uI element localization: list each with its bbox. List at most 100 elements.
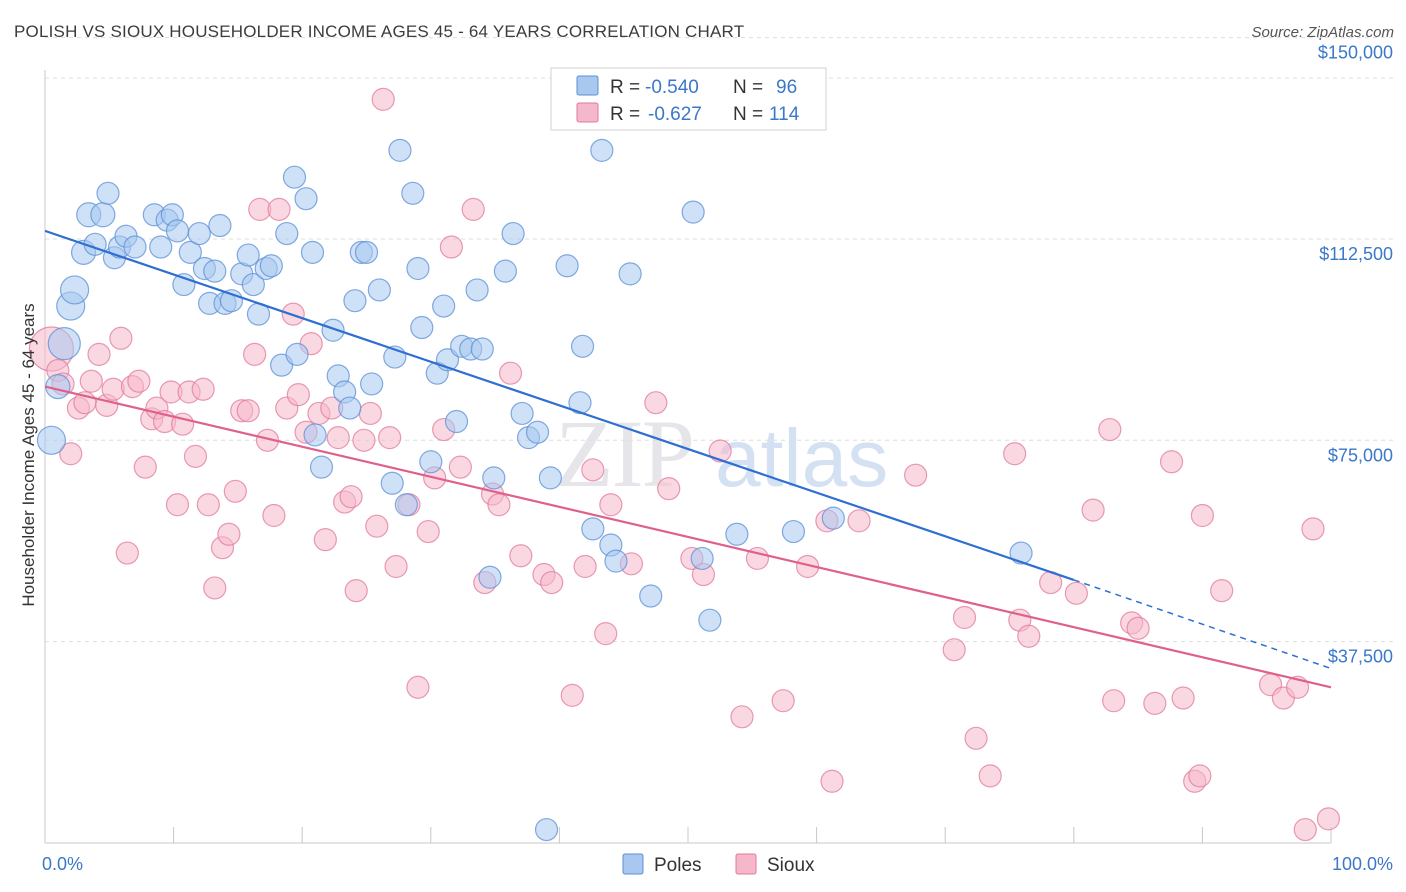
poles-trend-line xyxy=(44,229,1075,581)
poles-point-0 xyxy=(36,425,67,455)
legend-bottom-sioux-swatch xyxy=(735,853,757,875)
poles-point-78 xyxy=(570,334,595,358)
sioux-point-94 xyxy=(1017,624,1041,648)
poles-point-54 xyxy=(394,493,418,517)
sioux-point-65 xyxy=(498,361,523,385)
poles-point-51 xyxy=(380,471,404,495)
poles-point-73 xyxy=(525,420,550,444)
sioux-point-35 xyxy=(267,197,291,222)
sioux-point-6 xyxy=(79,369,103,393)
sioux-point-50 xyxy=(365,514,389,538)
poles-point-89 xyxy=(781,519,806,544)
sioux-point-98 xyxy=(1098,417,1122,442)
sioux-point-101 xyxy=(1126,616,1150,640)
sioux-point-7 xyxy=(87,342,111,366)
sioux-point-80 xyxy=(730,705,754,729)
sioux-point-102 xyxy=(1143,691,1167,715)
sioux-point-75 xyxy=(644,391,668,415)
axes xyxy=(44,70,1332,844)
poles-point-35 xyxy=(275,221,299,246)
sioux-point-46 xyxy=(339,485,363,509)
sioux-point-55 xyxy=(406,675,430,699)
poles-point-60 xyxy=(432,294,456,318)
sioux-point-61 xyxy=(461,197,485,222)
sioux-point-69 xyxy=(560,683,584,707)
sioux-point-38 xyxy=(286,383,310,407)
sioux-point-30 xyxy=(236,399,260,423)
sioux-point-90 xyxy=(964,726,988,750)
poles-point-37 xyxy=(285,342,309,366)
sioux-point-53 xyxy=(384,554,408,579)
sioux-point-112 xyxy=(1293,817,1317,842)
poles-point-48 xyxy=(354,240,379,264)
trend-lines xyxy=(44,229,1332,689)
y-tick-label-0: $37,500 xyxy=(1328,647,1393,667)
poles-point-69 xyxy=(493,259,517,283)
legend-bottom-sioux-label: Sioux xyxy=(767,855,815,876)
sioux-point-108 xyxy=(1210,579,1234,603)
poles-point-25 xyxy=(208,213,232,238)
legend-top: R = -0.540 N = 96 R = -0.627 N = 114 xyxy=(550,67,827,131)
chart-title: POLISH VS SIOUX HOUSEHOLDER INCOME AGES … xyxy=(14,22,745,41)
sioux-point-89 xyxy=(952,605,977,630)
sioux-point-34 xyxy=(262,503,286,528)
sioux-point-24 xyxy=(196,493,220,517)
poles-point-13 xyxy=(123,235,147,259)
sioux-point-31 xyxy=(243,342,267,366)
poles-point-56 xyxy=(406,256,430,281)
sioux-point-72 xyxy=(594,621,618,646)
poles-point-36 xyxy=(282,165,307,189)
poles-point-49 xyxy=(360,372,384,396)
legend-bottom-poles-label: Poles xyxy=(654,855,702,876)
poles-point-83 xyxy=(618,262,642,286)
sioux-point-51 xyxy=(371,87,395,111)
sioux-point-60 xyxy=(448,455,472,479)
poles-point-66 xyxy=(470,337,494,361)
poles-point-41 xyxy=(309,455,334,479)
sioux-point-66 xyxy=(509,544,533,568)
y-tick-label-3: $150,000 xyxy=(1318,43,1393,63)
sioux-point-91 xyxy=(978,764,1002,788)
sioux-point-86 xyxy=(847,509,871,533)
sioux-point-49 xyxy=(358,401,382,426)
sioux-point-88 xyxy=(942,638,966,662)
sioux-point-20 xyxy=(171,412,195,436)
poles-point-67 xyxy=(478,565,502,589)
sioux-point-64 xyxy=(487,493,511,517)
y-tick-labels: $37,500 $75,000 $112,500 $150,000 xyxy=(1318,43,1393,667)
sioux-point-106 xyxy=(1188,764,1212,788)
poles-point-84 xyxy=(639,584,663,608)
sioux-point-82 xyxy=(771,689,795,713)
source-note: Source: ZipAtlas.com xyxy=(1251,24,1394,41)
sioux-point-3 xyxy=(59,442,83,466)
poles-point-33 xyxy=(259,254,283,278)
sioux-point-48 xyxy=(352,428,376,452)
poles-point-53 xyxy=(388,138,412,162)
poles-point-50 xyxy=(367,278,391,302)
poles-point-38 xyxy=(294,187,318,211)
sioux-point-44 xyxy=(326,426,350,450)
poles-point-39 xyxy=(300,240,325,264)
legend-poles-n-label: N = xyxy=(733,77,763,98)
legend-bottom: Poles Sioux xyxy=(622,853,815,876)
poles-point-9 xyxy=(96,181,120,205)
x-tick-label-max: 100.0% xyxy=(1332,854,1393,874)
poles-point-4 xyxy=(59,275,90,305)
poles-point-45 xyxy=(338,396,362,420)
poles-point-21 xyxy=(187,221,211,246)
poles-point-85 xyxy=(681,200,705,224)
sioux-point-14 xyxy=(133,455,157,479)
sioux-point-68 xyxy=(540,570,564,595)
poles-point-42 xyxy=(321,318,345,342)
sioux-point-25 xyxy=(203,576,227,600)
sioux-point-10 xyxy=(109,326,133,350)
sioux-point-56 xyxy=(416,519,440,544)
poles-point-90 xyxy=(821,506,845,530)
sioux-point-71 xyxy=(581,458,605,482)
poles-series xyxy=(36,138,1033,842)
poles-point-29 xyxy=(236,243,260,267)
sioux-point-47 xyxy=(344,579,368,603)
sioux-point-87 xyxy=(904,463,928,487)
sioux-point-73 xyxy=(599,493,623,517)
